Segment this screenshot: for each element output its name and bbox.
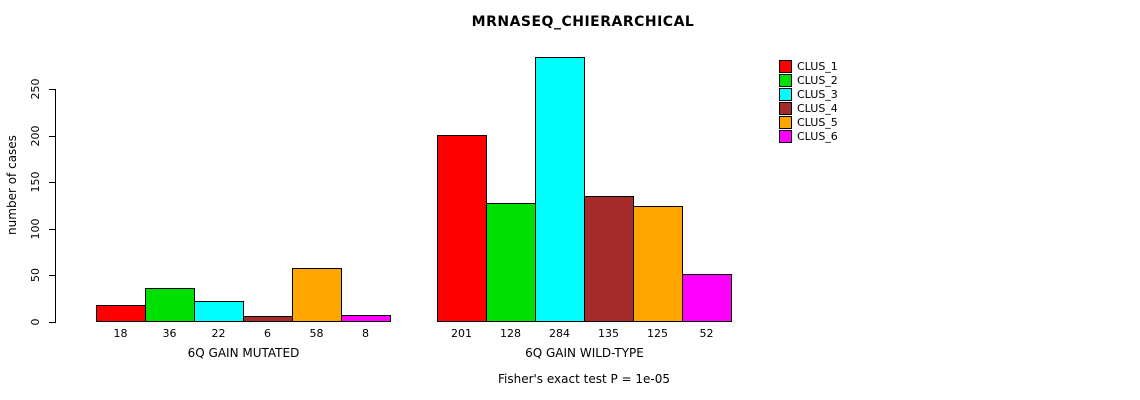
bar-clus_1-group1: [437, 134, 487, 322]
group-label-mutated: 6Q GAIN MUTATED: [187, 346, 300, 360]
legend-item-clus_6: CLUS_6: [779, 130, 838, 143]
bar-clus_2-group0: [145, 288, 195, 322]
y-tick-label: 250: [29, 78, 42, 100]
y-tick-mark: [49, 182, 56, 184]
bar-value-label: 135: [598, 327, 619, 340]
y-axis-label: number of cases: [5, 135, 19, 235]
y-tick-label: 200: [29, 125, 42, 147]
y-tick-mark: [49, 135, 56, 137]
legend-swatch-icon: [779, 130, 792, 143]
y-tick-mark: [49, 322, 56, 323]
bar-value-label: 58: [309, 327, 324, 340]
bar-clus_3-group0: [194, 301, 244, 322]
bar-clus_4-group0: [243, 316, 293, 322]
bar-clus_1-group0: [96, 305, 146, 322]
legend-item-clus_1: CLUS_1: [779, 60, 838, 73]
bar-value-label: 8: [362, 327, 369, 340]
legend-label: CLUS_5: [797, 116, 838, 129]
bar-value-label: 125: [647, 327, 668, 340]
legend-swatch-icon: [779, 88, 792, 101]
y-tick-mark: [49, 228, 56, 230]
bar-clus_6-group1: [682, 273, 732, 322]
legend-item-clus_4: CLUS_4: [779, 102, 838, 115]
bar-clus_2-group1: [486, 202, 536, 322]
bar-value-label: 284: [549, 327, 570, 340]
bar-value-label: 52: [699, 327, 714, 340]
y-tick-mark: [49, 89, 56, 90]
legend-label: CLUS_3: [797, 88, 838, 101]
y-tick-mark: [49, 275, 56, 277]
legend-label: CLUS_2: [797, 74, 838, 87]
bar-clus_4-group1: [584, 196, 634, 322]
bar-clus_6-group0: [341, 314, 391, 322]
y-tick-label: 100: [29, 218, 42, 240]
legend-item-clus_2: CLUS_2: [779, 74, 838, 87]
legend-item-clus_5: CLUS_5: [779, 116, 838, 129]
bar-value-label: 36: [162, 327, 177, 340]
legend-label: CLUS_4: [797, 102, 838, 115]
bar-value-label: 201: [451, 327, 472, 340]
bar-clus_5-group0: [292, 267, 342, 322]
bar-value-label: 22: [211, 327, 226, 340]
legend: CLUS_1 CLUS_2 CLUS_3 CLUS_4 CLUS_5 CLUS_6: [779, 60, 838, 144]
legend-item-clus_3: CLUS_3: [779, 88, 838, 101]
bar-value-label: 128: [500, 327, 521, 340]
legend-label: CLUS_6: [797, 130, 838, 143]
fisher-test-annotation: Fisher's exact test P = 1e-05: [497, 372, 671, 386]
y-tick-label: 150: [29, 171, 42, 193]
y-tick-label: 50: [29, 268, 42, 283]
legend-swatch-icon: [779, 60, 792, 73]
legend-swatch-icon: [779, 74, 792, 87]
group-label-wildtype: 6Q GAIN WILD-TYPE: [525, 346, 644, 360]
legend-swatch-icon: [779, 102, 792, 115]
y-tick-label: 0: [29, 318, 42, 326]
bar-clus_3-group1: [535, 57, 585, 322]
legend-swatch-icon: [779, 116, 792, 129]
bar-value-label: 18: [113, 327, 128, 340]
legend-label: CLUS_1: [797, 60, 838, 73]
bar-value-label: 6: [264, 327, 271, 340]
chart-title: MRNASEQ_CHIERARCHICAL: [471, 14, 695, 30]
bar-clus_5-group1: [633, 205, 683, 322]
y-axis: [55, 89, 56, 323]
